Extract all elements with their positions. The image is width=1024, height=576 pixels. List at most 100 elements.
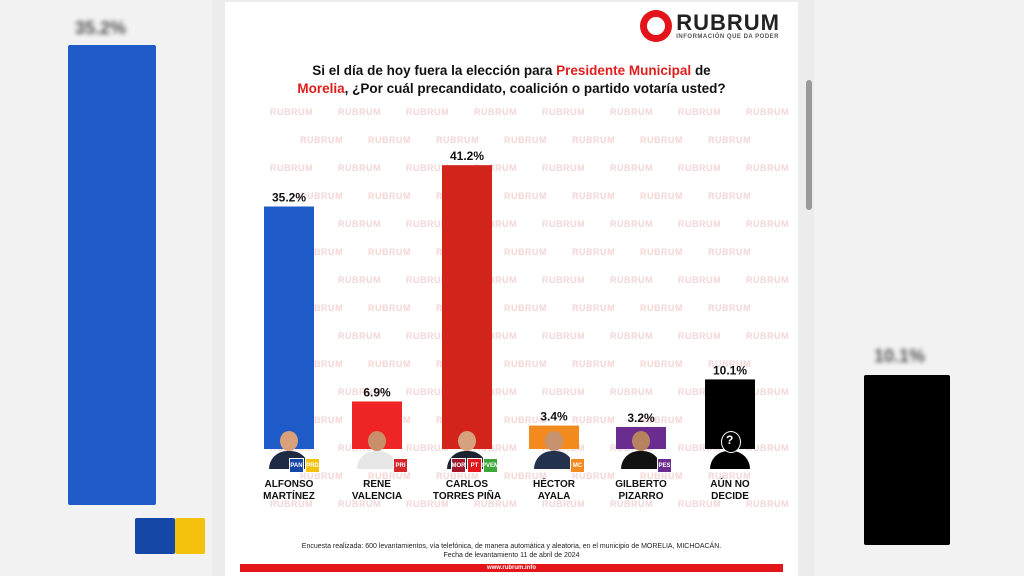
watermark-text: RUBRUM bbox=[746, 331, 789, 341]
watermark-text: RUBRUM bbox=[368, 135, 411, 145]
watermark-text: RUBRUM bbox=[504, 359, 547, 369]
watermark-text: RUBRUM bbox=[270, 499, 313, 509]
watermark-text: RUBRUM bbox=[708, 135, 751, 145]
candidate-name-line2: TORRES PIÑA bbox=[432, 491, 502, 502]
watermark-text: RUBRUM bbox=[708, 191, 751, 201]
watermark-text: RUBRUM bbox=[640, 415, 683, 425]
watermark-text: RUBRUM bbox=[640, 135, 683, 145]
watermark-text: RUBRUM bbox=[300, 247, 343, 257]
watermark-text: RUBRUM bbox=[406, 219, 449, 229]
watermark-text: RUBRUM bbox=[300, 191, 343, 201]
head-shape bbox=[280, 431, 298, 451]
party-logo-icon: PVEM bbox=[482, 458, 499, 473]
watermark-layer: RUBRUM RUBRUM RUBRUM RUBRUM RUBRUM RUBRUM RUBR… bbox=[225, 107, 798, 527]
watermark-text: RUBRUM bbox=[678, 499, 721, 509]
watermark-text: RUBRUM bbox=[746, 499, 789, 509]
watermark-text: RUBRUM bbox=[746, 275, 789, 285]
watermark-text: RUBRUM bbox=[406, 499, 449, 509]
candidate-name-line1: HÉCTOR bbox=[532, 479, 576, 490]
candidate-name: ALFONSO MARTÍNEZ bbox=[249, 479, 329, 503]
watermark-text: RUBRUM bbox=[504, 247, 547, 257]
candidate-name-line1: GILBERTO bbox=[615, 479, 667, 490]
bar-3 bbox=[442, 165, 492, 449]
watermark-text: RUBRUM bbox=[572, 415, 615, 425]
candidate-photo: PES bbox=[618, 429, 672, 473]
candidate-photo: MC bbox=[531, 429, 585, 473]
question-mark-icon: ? bbox=[726, 433, 734, 447]
watermark-text: RUBRUM bbox=[678, 387, 721, 397]
watermark-text: RUBRUM bbox=[708, 359, 751, 369]
watermark-text: RUBRUM bbox=[610, 163, 653, 173]
watermark-text: RUBRUM bbox=[746, 107, 789, 117]
background-right-value: 10.1% bbox=[874, 346, 926, 366]
watermark-text: RUBRUM bbox=[368, 191, 411, 201]
background-right-bar bbox=[864, 375, 950, 545]
head-shape bbox=[721, 431, 741, 453]
party-logo-icon: PT bbox=[467, 458, 482, 473]
watermark-text: RUBRUM bbox=[678, 107, 721, 117]
background-left-logo bbox=[135, 518, 175, 554]
candidate-name-line2: VALENCIA bbox=[351, 491, 403, 502]
watermark-text: RUBRUM bbox=[708, 471, 751, 481]
watermark-text: RUBRUM bbox=[542, 163, 585, 173]
bar-value-label: 3.4% bbox=[540, 410, 568, 424]
watermark-text: RUBRUM bbox=[338, 163, 381, 173]
watermark-text: RUBRUM bbox=[640, 303, 683, 313]
watermark-text: RUBRUM bbox=[542, 107, 585, 117]
watermark-text: RUBRUM bbox=[368, 471, 411, 481]
watermark-text: RUBRUM bbox=[678, 443, 721, 453]
watermark-text: RUBRUM bbox=[610, 387, 653, 397]
watermark-text: RUBRUM bbox=[572, 359, 615, 369]
question-part2: de bbox=[691, 63, 711, 78]
watermark-text: RUBRUM bbox=[504, 191, 547, 201]
candidate-photo: PRI bbox=[354, 429, 408, 473]
rubrum-logo: RUBRUM INFORMACIÓN QUE DA PODER bbox=[640, 10, 780, 42]
poll-question: Si el día de hoy fuera la elección para … bbox=[245, 62, 778, 98]
watermark-text: RUBRUM bbox=[572, 303, 615, 313]
background-right: 10.1% bbox=[814, 0, 1024, 576]
head-shape bbox=[368, 431, 386, 451]
watermark-text: RUBRUM bbox=[368, 247, 411, 257]
watermark-text: RUBRUM bbox=[406, 443, 449, 453]
candidate-1: PAN PRD ALFONSO MARTÍNEZ bbox=[249, 429, 329, 503]
candidate-name-line1: CARLOS bbox=[445, 479, 489, 490]
candidate-name-line2: AYALA bbox=[537, 491, 571, 502]
watermark-text: RUBRUM bbox=[338, 107, 381, 117]
candidate-name-line2: PIZARRO bbox=[618, 491, 664, 502]
watermark-text: RUBRUM bbox=[542, 331, 585, 341]
watermark-text: RUBRUM bbox=[542, 275, 585, 285]
question-part1: Si el día de hoy fuera la elección para bbox=[312, 63, 557, 78]
watermark-text: RUBRUM bbox=[504, 303, 547, 313]
watermark-text: RUBRUM bbox=[640, 471, 683, 481]
footer-url[interactable]: www.rubrum.info bbox=[486, 565, 537, 571]
party-logo-icon: MOR bbox=[451, 458, 466, 473]
scrollbar[interactable] bbox=[806, 80, 812, 210]
watermark-text: RUBRUM bbox=[368, 303, 411, 313]
shoulders-shape bbox=[534, 451, 574, 469]
watermark-text: RUBRUM bbox=[504, 471, 547, 481]
watermark-text: RUBRUM bbox=[474, 163, 517, 173]
watermark-text: RUBRUM bbox=[300, 471, 343, 481]
watermark-text: RUBRUM bbox=[504, 135, 547, 145]
candidate-6: ? AÚN NO DECIDE bbox=[690, 429, 770, 503]
watermark-text: RUBRUM bbox=[406, 387, 449, 397]
watermark-text: RUBRUM bbox=[406, 107, 449, 117]
logo-mark-icon bbox=[640, 10, 673, 42]
watermark-text: RUBRUM bbox=[708, 303, 751, 313]
watermark-text: RUBRUM bbox=[640, 247, 683, 257]
head-shape bbox=[458, 431, 476, 451]
watermark-text: RUBRUM bbox=[504, 415, 547, 425]
candidate-name: AÚN NO DECIDE bbox=[690, 479, 770, 503]
watermark-text: RUBRUM bbox=[406, 331, 449, 341]
watermark-text: RUBRUM bbox=[338, 387, 381, 397]
watermark-text: RUBRUM bbox=[708, 247, 751, 257]
candidate-name-line1: ALFONSO bbox=[264, 479, 314, 490]
watermark-text: RUBRUM bbox=[474, 219, 517, 229]
candidate-name: RENE VALENCIA bbox=[337, 479, 417, 503]
candidate-name-line1: AÚN NO bbox=[710, 479, 750, 490]
footer-methodology: Encuesta realizada: 600 levantamientos, … bbox=[301, 543, 722, 550]
background-left-value: 35.2% bbox=[75, 18, 127, 38]
shoulders-shape bbox=[357, 451, 397, 469]
head-shape bbox=[632, 431, 650, 451]
watermark-text: RUBRUM bbox=[406, 163, 449, 173]
